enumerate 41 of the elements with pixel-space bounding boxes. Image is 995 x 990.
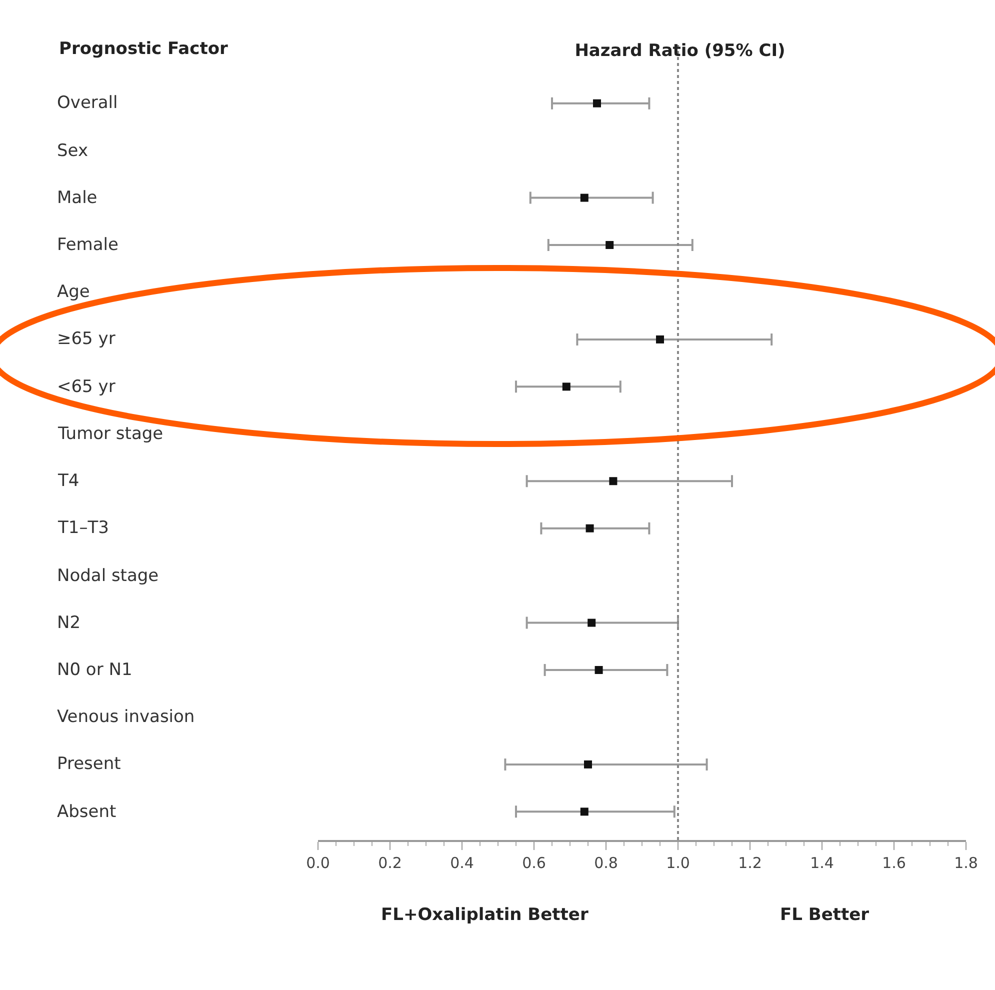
point <box>580 194 588 202</box>
point <box>588 618 596 627</box>
x-tick-label: 1.4 <box>810 854 834 872</box>
point <box>593 99 601 108</box>
y-tick-label: Nodal stage <box>57 566 159 586</box>
x-tick-label: 1.8 <box>954 854 978 872</box>
y-axis-title: Prognostic Factor <box>59 39 229 59</box>
point <box>584 760 592 768</box>
y-tick-label: Female <box>57 235 118 255</box>
point <box>594 666 603 674</box>
point <box>606 241 614 249</box>
x-tick-label: 1.2 <box>738 854 762 872</box>
x-tick-label: 0.8 <box>594 854 618 872</box>
x-tick-label: 0.6 <box>522 854 546 872</box>
x-tick-label: 0.0 <box>306 854 330 872</box>
x-tick-label: 0.2 <box>378 854 402 872</box>
point <box>586 524 594 532</box>
y-tick-label: Sex <box>57 141 88 161</box>
y-tick-label: Overall <box>57 93 118 113</box>
y-tick-label: Absent <box>57 802 117 822</box>
text: FL Better <box>780 905 870 925</box>
point <box>609 477 618 486</box>
y-tick-label: Venous invasion <box>57 707 195 727</box>
y-tick-label: T4 <box>57 471 80 491</box>
x-tick-label: 1.0 <box>666 854 690 872</box>
x-tick-label: 0.4 <box>450 854 474 872</box>
y-tick-label: Present <box>57 754 122 774</box>
y-tick-label: N0 or N1 <box>57 660 132 680</box>
y-tick-label: Tumor stage <box>57 424 164 444</box>
x-tick-label: 1.6 <box>882 854 906 872</box>
y-tick-label: Male <box>57 188 98 208</box>
y-tick-label: ≥65 yr <box>57 329 116 349</box>
text: FL+Oxaliplatin Better <box>381 905 589 925</box>
point <box>580 808 588 816</box>
point <box>656 335 664 344</box>
y-tick-label: Age <box>57 282 90 302</box>
y-tick-label: <65 yr <box>57 377 116 397</box>
chart-title: Hazard Ratio (95% CI) <box>574 40 786 61</box>
y-tick-label: N2 <box>57 613 81 633</box>
y-tick-label: T1–T3 <box>57 518 109 538</box>
point <box>562 382 570 391</box>
